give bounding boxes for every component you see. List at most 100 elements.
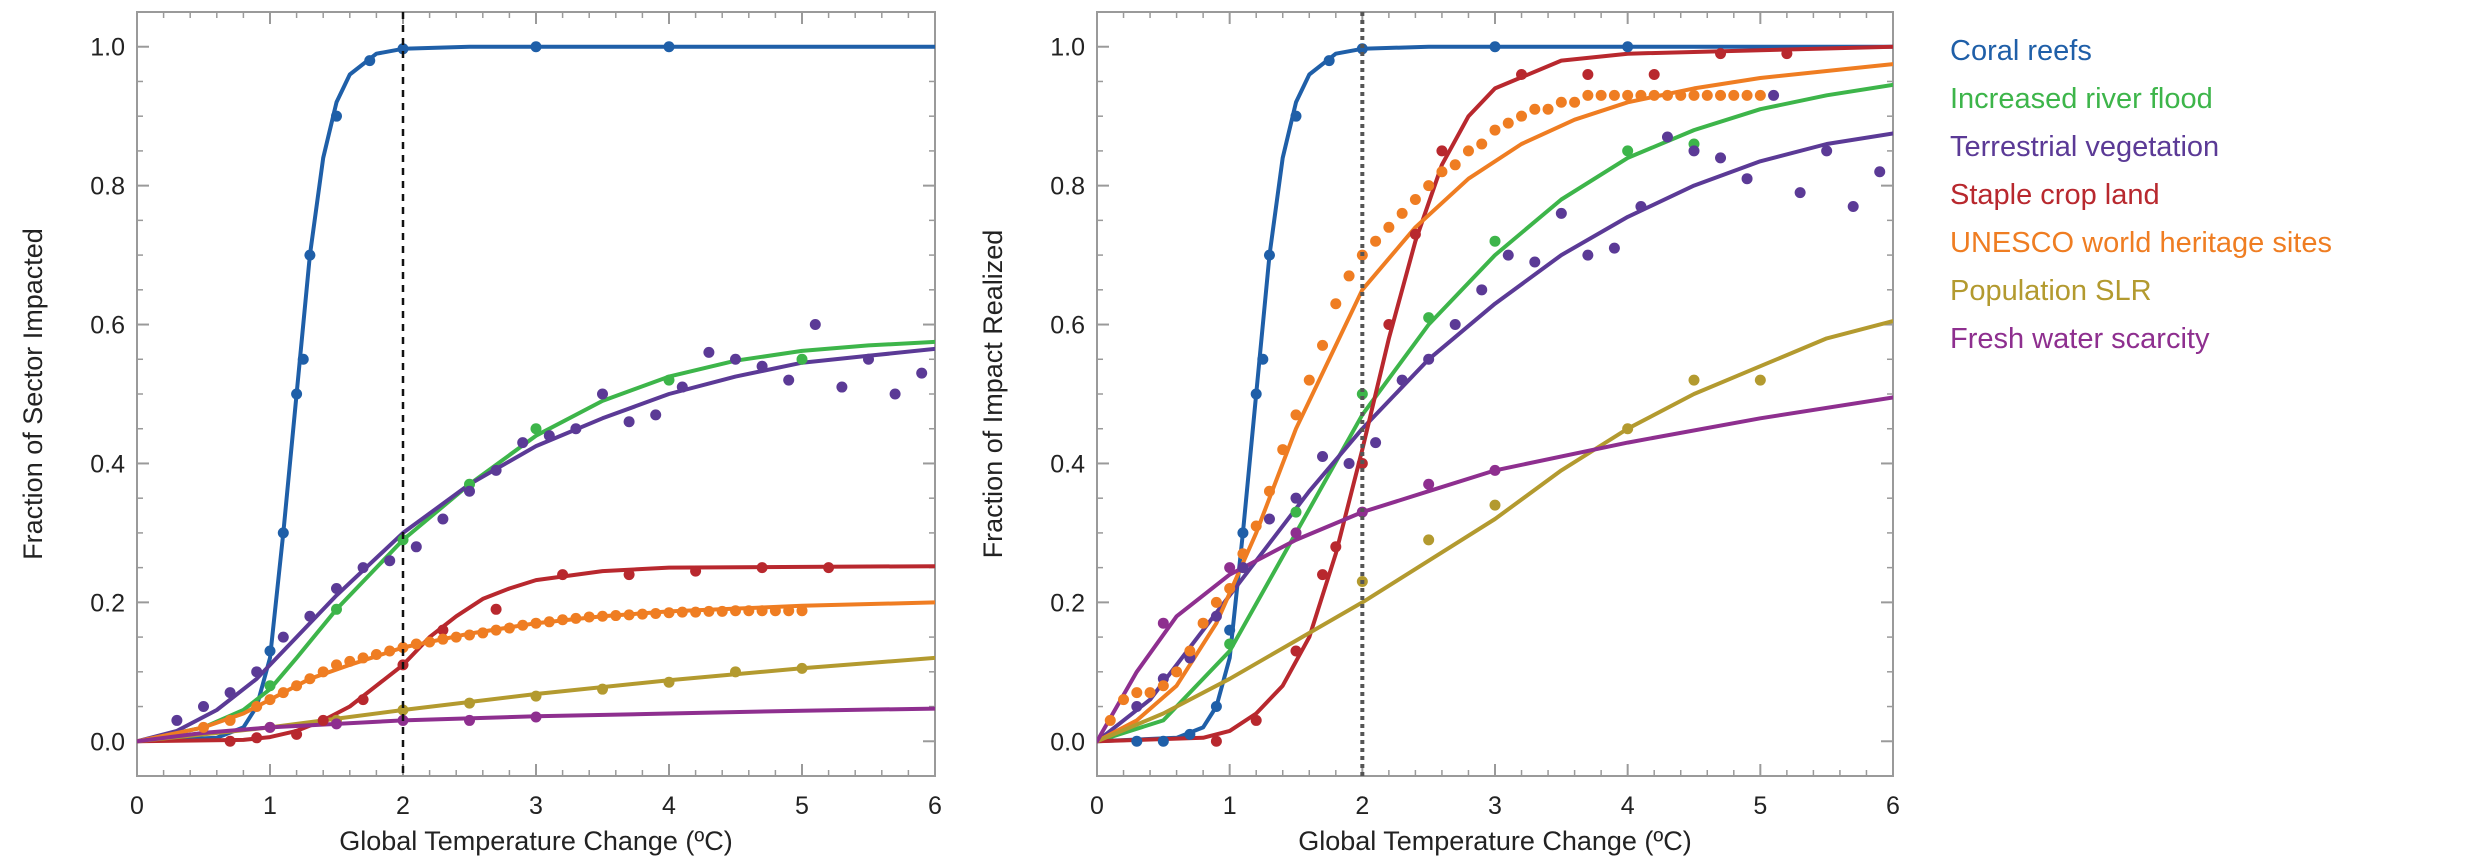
data-point-unesco-world-heritage-sites [676,606,688,618]
data-point-unesco-world-heritage-sites [304,673,316,685]
data-point-coral-reefs [1184,728,1196,740]
data-point-population-slr [397,704,409,716]
data-point-coral-reefs [1237,527,1249,539]
data-point-unesco-world-heritage-sites [464,629,475,641]
data-point-staple-crop-land [1516,69,1528,81]
data-point-unesco-world-heritage-sites [690,606,702,618]
data-point-terrestrial-vegetation [1582,249,1594,261]
data-point-unesco-world-heritage-sites [730,605,741,617]
data-point-population-slr [796,662,808,674]
x-tick-label: 0 [1090,792,1104,820]
data-point-unesco-world-heritage-sites [331,659,342,671]
data-point-coral-reefs [1131,735,1143,747]
data-point-staple-crop-land [1715,48,1727,60]
data-point-population-slr [663,676,675,688]
data-point-terrestrial-vegetation [490,464,502,476]
data-point-terrestrial-vegetation [1847,200,1859,212]
data-point-staple-crop-land [1210,735,1222,747]
data-point-coral-reefs [297,353,309,365]
data-point-population-slr [1754,374,1766,386]
data-point-unesco-world-heritage-sites [503,622,515,634]
data-point-unesco-world-heritage-sites [437,633,449,645]
data-point-unesco-world-heritage-sites [251,701,263,713]
data-point-terrestrial-vegetation [1635,200,1647,212]
y-axis-label: Fraction of Sector Impacted [18,228,48,560]
data-point-terrestrial-vegetation [1741,173,1753,185]
data-point-unesco-world-heritage-sites [224,714,236,726]
y-axis-label: Fraction of Impact Realized [978,230,1008,559]
y-tick-label: 0.2 [1050,589,1085,617]
data-point-unesco-world-heritage-sites [530,617,542,629]
data-point-fresh-water-scarcity [530,711,542,723]
data-point-unesco-world-heritage-sites [1157,680,1169,692]
data-point-coral-reefs [364,55,376,67]
data-point-coral-reefs [1622,41,1634,53]
data-point-population-slr [730,666,741,678]
data-point-terrestrial-vegetation [357,562,369,574]
series-line-terrestrial-vegetation [1097,131,1893,744]
data-point-unesco-world-heritage-sites [1529,103,1541,115]
data-point-unesco-world-heritage-sites [583,611,595,623]
data-point-staple-crop-land [690,565,702,577]
data-point-terrestrial-vegetation [171,714,183,726]
data-point-increased-river-flood [1224,638,1236,650]
y-tick-label: 0.4 [90,450,125,478]
x-tick-label: 1 [263,792,277,820]
data-point-staple-crop-land [317,714,329,726]
series-line-staple-crop-land [1097,44,1893,744]
data-point-population-slr [530,690,542,702]
legend-item-unesco-world-heritage-sites: UNESCO world heritage sites [1950,227,2332,259]
series-line-population-slr [1097,319,1893,744]
data-point-unesco-world-heritage-sites [636,608,648,620]
data-point-unesco-world-heritage-sites [1303,374,1315,386]
data-point-coral-reefs [1489,41,1501,53]
data-point-terrestrial-vegetation [623,416,635,428]
data-point-unesco-world-heritage-sites [1370,235,1382,247]
data-point-unesco-world-heritage-sites [1409,194,1421,206]
data-point-terrestrial-vegetation [570,423,582,435]
data-point-increased-river-flood [663,374,675,386]
data-point-increased-river-flood [1423,312,1435,324]
data-point-terrestrial-vegetation [756,360,768,372]
data-point-population-slr [1423,534,1435,546]
data-point-population-slr [597,683,608,695]
data-point-terrestrial-vegetation [384,555,396,567]
data-point-coral-reefs [397,43,409,55]
data-point-unesco-world-heritage-sites [597,610,608,622]
data-point-unesco-world-heritage-sites [1635,89,1647,101]
data-point-coral-reefs [1263,249,1275,261]
data-point-population-slr [464,697,475,709]
data-point-terrestrial-vegetation [410,541,422,553]
data-point-fresh-water-scarcity [331,718,342,730]
data-point-staple-crop-land [1582,69,1594,81]
data-point-terrestrial-vegetation [543,430,555,442]
data-point-unesco-world-heritage-sites [1582,89,1594,101]
data-point-fresh-water-scarcity [1356,506,1368,518]
data-point-staple-crop-land [1409,228,1421,240]
data-point-staple-crop-land [437,624,449,636]
y-tick-label: 0.6 [90,312,125,340]
series-line-staple-crop-land [137,564,935,744]
data-point-unesco-world-heritage-sites [783,605,795,617]
data-point-staple-crop-land [1330,541,1342,553]
data-point-unesco-world-heritage-sites [357,652,369,664]
x-tick-label: 4 [662,792,676,820]
data-point-unesco-world-heritage-sites [397,642,409,654]
x-tick-label: 3 [1488,792,1502,820]
data-point-unesco-world-heritage-sites [1462,145,1474,157]
data-point-unesco-world-heritage-sites [1250,520,1262,532]
data-point-unesco-world-heritage-sites [1396,207,1408,219]
data-point-unesco-world-heritage-sites [1277,444,1289,456]
data-point-staple-crop-land [251,732,263,744]
data-point-fresh-water-scarcity [1290,527,1302,539]
data-point-unesco-world-heritage-sites [1715,89,1727,101]
data-point-terrestrial-vegetation [1423,353,1435,365]
data-point-terrestrial-vegetation [437,513,449,525]
data-point-unesco-world-heritage-sites [410,638,422,650]
x-tick-label: 5 [1753,792,1767,820]
data-point-terrestrial-vegetation [889,388,901,400]
x-tick-label: 0 [130,792,144,820]
data-point-terrestrial-vegetation [464,485,475,497]
data-point-terrestrial-vegetation [809,319,821,331]
data-point-unesco-world-heritage-sites [291,680,303,692]
